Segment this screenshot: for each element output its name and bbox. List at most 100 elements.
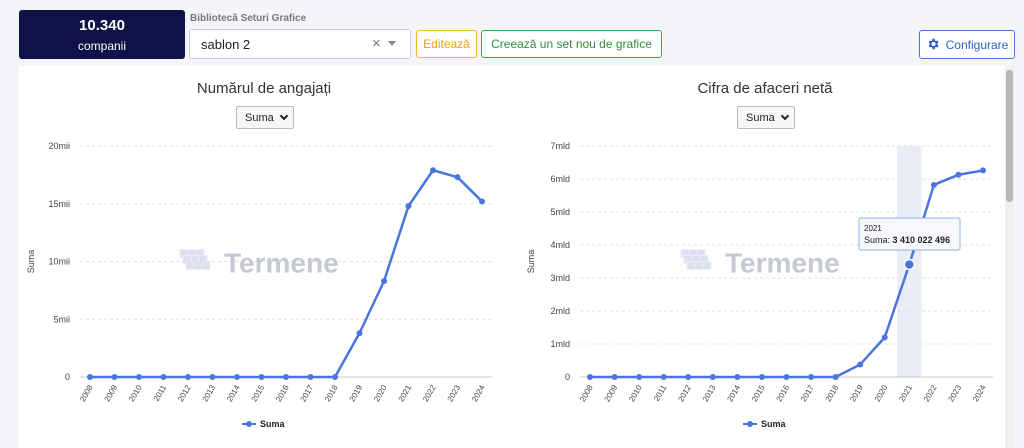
watermark-cube <box>185 261 195 270</box>
data-point <box>283 374 289 380</box>
company-count-box: 10.340 companii <box>19 10 185 59</box>
scrollbar-track[interactable] <box>1005 66 1014 448</box>
legend-marker <box>747 421 753 427</box>
legend-label: Suma <box>761 419 787 429</box>
x-tick-label: 2018 <box>824 383 841 403</box>
watermark-cube <box>702 261 712 270</box>
aggregate-select-left[interactable]: Suma <box>236 106 294 129</box>
data-point <box>808 374 815 380</box>
watermark-cube <box>691 255 701 264</box>
data-point <box>930 181 937 188</box>
watermark-cube <box>182 255 192 264</box>
data-point <box>87 374 93 380</box>
data-point <box>857 361 864 368</box>
x-tick-label: 2024 <box>971 383 988 403</box>
configure-button[interactable]: Configurare <box>919 30 1015 59</box>
x-tick-label: 2008 <box>578 383 595 403</box>
y-axis-label: Suma <box>526 250 536 274</box>
x-tick-label: 2014 <box>725 383 742 403</box>
y-tick-label: 10mii <box>48 257 70 267</box>
y-tick-label: 1mld <box>550 339 570 349</box>
data-point <box>356 330 363 337</box>
watermark-cube <box>190 255 200 264</box>
data-point <box>209 374 216 380</box>
x-tick-label: 2015 <box>750 383 767 403</box>
x-tick-label: 2021 <box>897 383 914 403</box>
tooltip-text: Suma: 3 410 022 496 <box>864 235 950 245</box>
data-point <box>758 374 765 380</box>
data-point <box>454 174 461 181</box>
x-tick-label: 2009 <box>603 383 620 403</box>
data-point <box>136 374 142 380</box>
y-tick-label: 7mld <box>550 141 570 151</box>
y-tick-label: 0 <box>65 372 70 382</box>
chart-set-value: sablon 2 <box>201 37 251 52</box>
data-point <box>160 374 167 380</box>
watermark-cube <box>198 255 208 264</box>
aggregate-select-right[interactable]: Suma <box>737 106 795 129</box>
data-point <box>234 374 240 380</box>
aggregate-value-right: Suma <box>746 112 775 124</box>
chart-set-select[interactable]: sablon 2 × <box>189 29 411 59</box>
data-point <box>660 374 667 380</box>
watermark-cube <box>193 261 203 270</box>
data-point <box>881 334 888 341</box>
watermark-cube <box>696 249 706 258</box>
y-tick-label: 15mii <box>48 199 70 209</box>
tooltip-year: 2021 <box>864 224 882 233</box>
watermark-cube <box>179 249 189 258</box>
y-tick-label: 3mld <box>550 273 570 283</box>
data-point <box>734 374 741 380</box>
x-tick-label: 2020 <box>873 383 890 403</box>
y-tick-label: 5mii <box>53 314 70 324</box>
y-tick-label: 0 <box>565 372 570 382</box>
data-point <box>903 258 916 271</box>
chevron-down-icon[interactable] <box>388 41 396 46</box>
data-point <box>685 374 692 380</box>
aggregate-value-left: Suma <box>245 112 274 124</box>
x-tick-label: 2016 <box>775 383 792 403</box>
data-point <box>611 374 618 380</box>
data-point <box>955 171 962 178</box>
data-point <box>709 374 716 380</box>
create-set-button[interactable]: Creează un set nou de grafice <box>481 30 662 58</box>
x-tick-label: 2012 <box>676 383 693 403</box>
data-point <box>587 374 593 380</box>
data-point <box>405 203 412 210</box>
clear-icon[interactable]: × <box>372 35 381 52</box>
data-point <box>258 374 265 380</box>
watermark-cube <box>680 249 690 258</box>
data-point <box>430 167 436 174</box>
data-point <box>381 278 387 285</box>
x-tick-label: 2022 <box>922 383 939 403</box>
watermark-logo <box>179 249 211 270</box>
y-tick-label: 20mii <box>48 141 70 151</box>
configure-label: Configurare <box>945 37 1009 52</box>
watermark-cube <box>688 249 698 258</box>
y-tick-label: 5mld <box>550 207 570 217</box>
watermark-cube <box>699 255 709 264</box>
data-point <box>980 167 986 174</box>
x-tick-label: 2013 <box>701 383 718 403</box>
library-label: Bibliotecă Seturi Grafice <box>190 13 307 24</box>
data-point <box>111 374 118 380</box>
x-tick-label: 2011 <box>652 383 669 403</box>
edit-button[interactable]: Editează <box>416 30 477 58</box>
company-count: 10.340 <box>79 17 125 34</box>
scrollbar-thumb[interactable] <box>1006 70 1013 202</box>
watermark-text: Termene <box>725 248 840 279</box>
watermark-cube <box>683 255 693 264</box>
tooltip-label: Suma: <box>864 235 893 245</box>
y-axis-label: Suma <box>26 250 36 274</box>
gear-icon <box>928 38 939 50</box>
x-tick-label: 2019 <box>848 383 865 403</box>
y-tick-label: 2mld <box>550 306 570 316</box>
y-tick-label: 4mld <box>550 240 570 250</box>
tooltip-value: 3 410 022 496 <box>893 235 951 245</box>
x-tick-label: 2017 <box>799 383 816 403</box>
data-point <box>332 374 338 380</box>
toolbar: 10.340 companii Bibliotecă Seturi Grafic… <box>0 0 1024 66</box>
chart-title-left: Numărul de angajați <box>196 80 332 97</box>
x-tick-label: 2023 <box>946 383 963 403</box>
